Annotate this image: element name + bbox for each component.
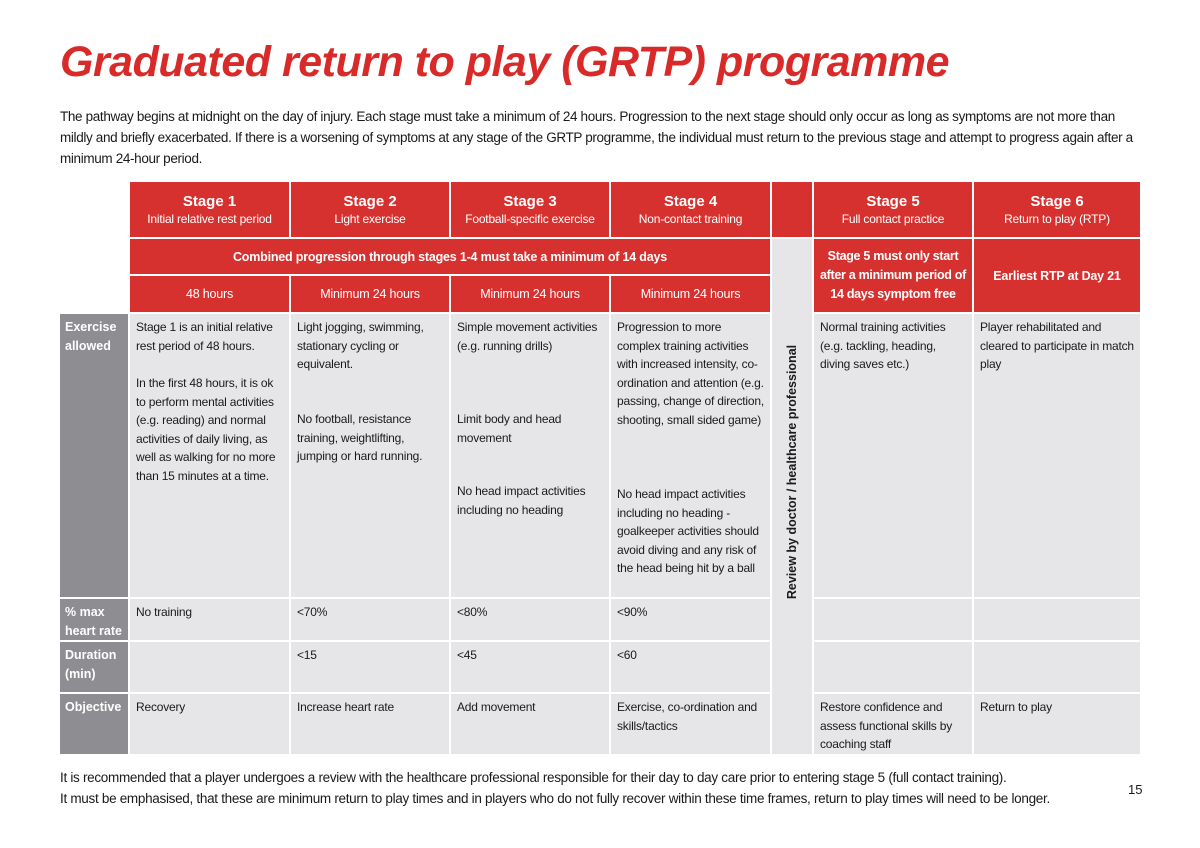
header-cell (772, 182, 812, 237)
stage-subtitle: Full contact practice (841, 211, 945, 226)
stage-header: Stage 3 Football-specific exercise (451, 182, 609, 237)
cell (974, 642, 1140, 692)
cell: Restore confidence and assess functional… (814, 694, 972, 754)
cell: Simple movement activities (e.g. running… (451, 314, 609, 597)
cell-text: Limit body and head movement (457, 412, 562, 445)
cell-text: Light jogging, swimming, stationary cycl… (297, 320, 424, 371)
page-number: 15 (1128, 782, 1143, 797)
review-bg (772, 239, 812, 314)
cell-text: In the first 48 hours, it is ok to perfo… (136, 376, 276, 483)
cell-text: Simple movement activities (e.g. running… (457, 320, 598, 353)
stage-hours: Minimum 24 hours (611, 276, 770, 312)
cell-text: No head impact activities including no h… (617, 487, 759, 575)
cell-text: Restore confidence and assess functional… (820, 700, 952, 751)
cell (130, 642, 289, 692)
cell-text: Return to play (980, 700, 1052, 714)
stage-subtitle: Return to play (RTP) (1004, 211, 1110, 226)
cell-text: <45 (457, 648, 477, 662)
cell-text: Normal training activities (e.g. tacklin… (820, 320, 946, 371)
cell: Stage 1 is an initial relative rest peri… (130, 314, 289, 597)
stage-subtitle: Light exercise (334, 211, 406, 226)
cell-text: <70% (297, 605, 328, 619)
cell-text: Player rehabilitated and cleared to part… (980, 320, 1134, 371)
cell: Player rehabilitated and cleared to part… (974, 314, 1140, 597)
stage-header: Stage 5 Full contact practice (814, 182, 972, 237)
stage-name: Stage 1 (182, 192, 237, 210)
stage6-note: Earliest RTP at Day 21 (974, 239, 1140, 312)
cell-text: Add movement (457, 700, 536, 714)
intro: The pathway begins at midnight on the da… (60, 109, 1133, 166)
cell: Normal training activities (e.g. tacklin… (814, 314, 972, 597)
cell: Progression to more complex training act… (611, 314, 770, 597)
row-label: Duration (min) (60, 642, 128, 692)
stage-header: Stage 1 Initial relative rest period (130, 182, 289, 237)
stage-name: Stage 6 (1030, 192, 1084, 210)
cell: No training (130, 599, 289, 640)
review-label: Review by doctor / healthcare profession… (785, 344, 799, 600)
stage-subtitle: Non-contact training (638, 211, 743, 226)
stage-name: Stage 3 (503, 192, 557, 210)
footer-line: It is recommended that a player undergoe… (60, 770, 1007, 785)
stage-hours: Minimum 24 hours (451, 276, 609, 312)
row-label: Objective (60, 694, 128, 754)
cell (814, 642, 972, 692)
cell-text: No training (136, 605, 192, 619)
stage-header: Stage 6 Return to play (RTP) (974, 182, 1140, 237)
cell: <90% (611, 599, 770, 640)
cell: Add movement (451, 694, 609, 754)
stage-subtitle: Initial relative rest period (147, 211, 272, 226)
cell-text: Progression to more complex training act… (617, 320, 764, 427)
cell: <60 (611, 642, 770, 692)
cell-text: <80% (457, 605, 488, 619)
stage-header: Stage 2 Light exercise (291, 182, 449, 237)
stage-header: Stage 4 Non-contact training (611, 182, 770, 237)
cell: Recovery (130, 694, 289, 754)
title: Graduated return to play (GRTP) programm… (60, 38, 950, 86)
cell-text: No head impact activities including no h… (457, 484, 586, 517)
cell: Exercise, co-ordination and skills/tacti… (611, 694, 770, 754)
footer-line: It must be emphasised, that these are mi… (60, 791, 1050, 806)
row-label: % max heart rate (60, 599, 128, 640)
cell-text: No football, resistance training, weight… (297, 412, 423, 463)
cell-text: Exercise, co-ordination and skills/tacti… (617, 700, 758, 733)
review-column (772, 314, 812, 754)
stage-subtitle: Football-specific exercise (465, 211, 595, 226)
cell-text: <15 (297, 648, 317, 662)
combined-note: Combined progression through stages 1-4 … (130, 239, 770, 274)
stage-name: Stage 5 (866, 192, 920, 210)
cell: <15 (291, 642, 449, 692)
cell-text: Increase heart rate (297, 700, 394, 714)
stage-name: Stage 2 (343, 192, 397, 210)
stage5-note: Stage 5 must only start after a minimum … (814, 239, 972, 312)
cell-text: <90% (617, 605, 648, 619)
stage-name: Stage 4 (663, 192, 718, 210)
cell: <45 (451, 642, 609, 692)
row-label: Exercise allowed (60, 314, 128, 597)
cell: Light jogging, swimming, stationary cycl… (291, 314, 449, 597)
cell-text: Stage 1 is an initial relative rest peri… (136, 320, 273, 353)
stage-hours: 48 hours (130, 276, 289, 312)
cell: <80% (451, 599, 609, 640)
cell: <70% (291, 599, 449, 640)
cell (974, 599, 1140, 640)
cell-text: Recovery (136, 700, 186, 714)
stage-hours: Minimum 24 hours (291, 276, 449, 312)
cell-text: <60 (617, 648, 637, 662)
cell (814, 599, 972, 640)
cell: Return to play (974, 694, 1140, 754)
cell: Increase heart rate (291, 694, 449, 754)
